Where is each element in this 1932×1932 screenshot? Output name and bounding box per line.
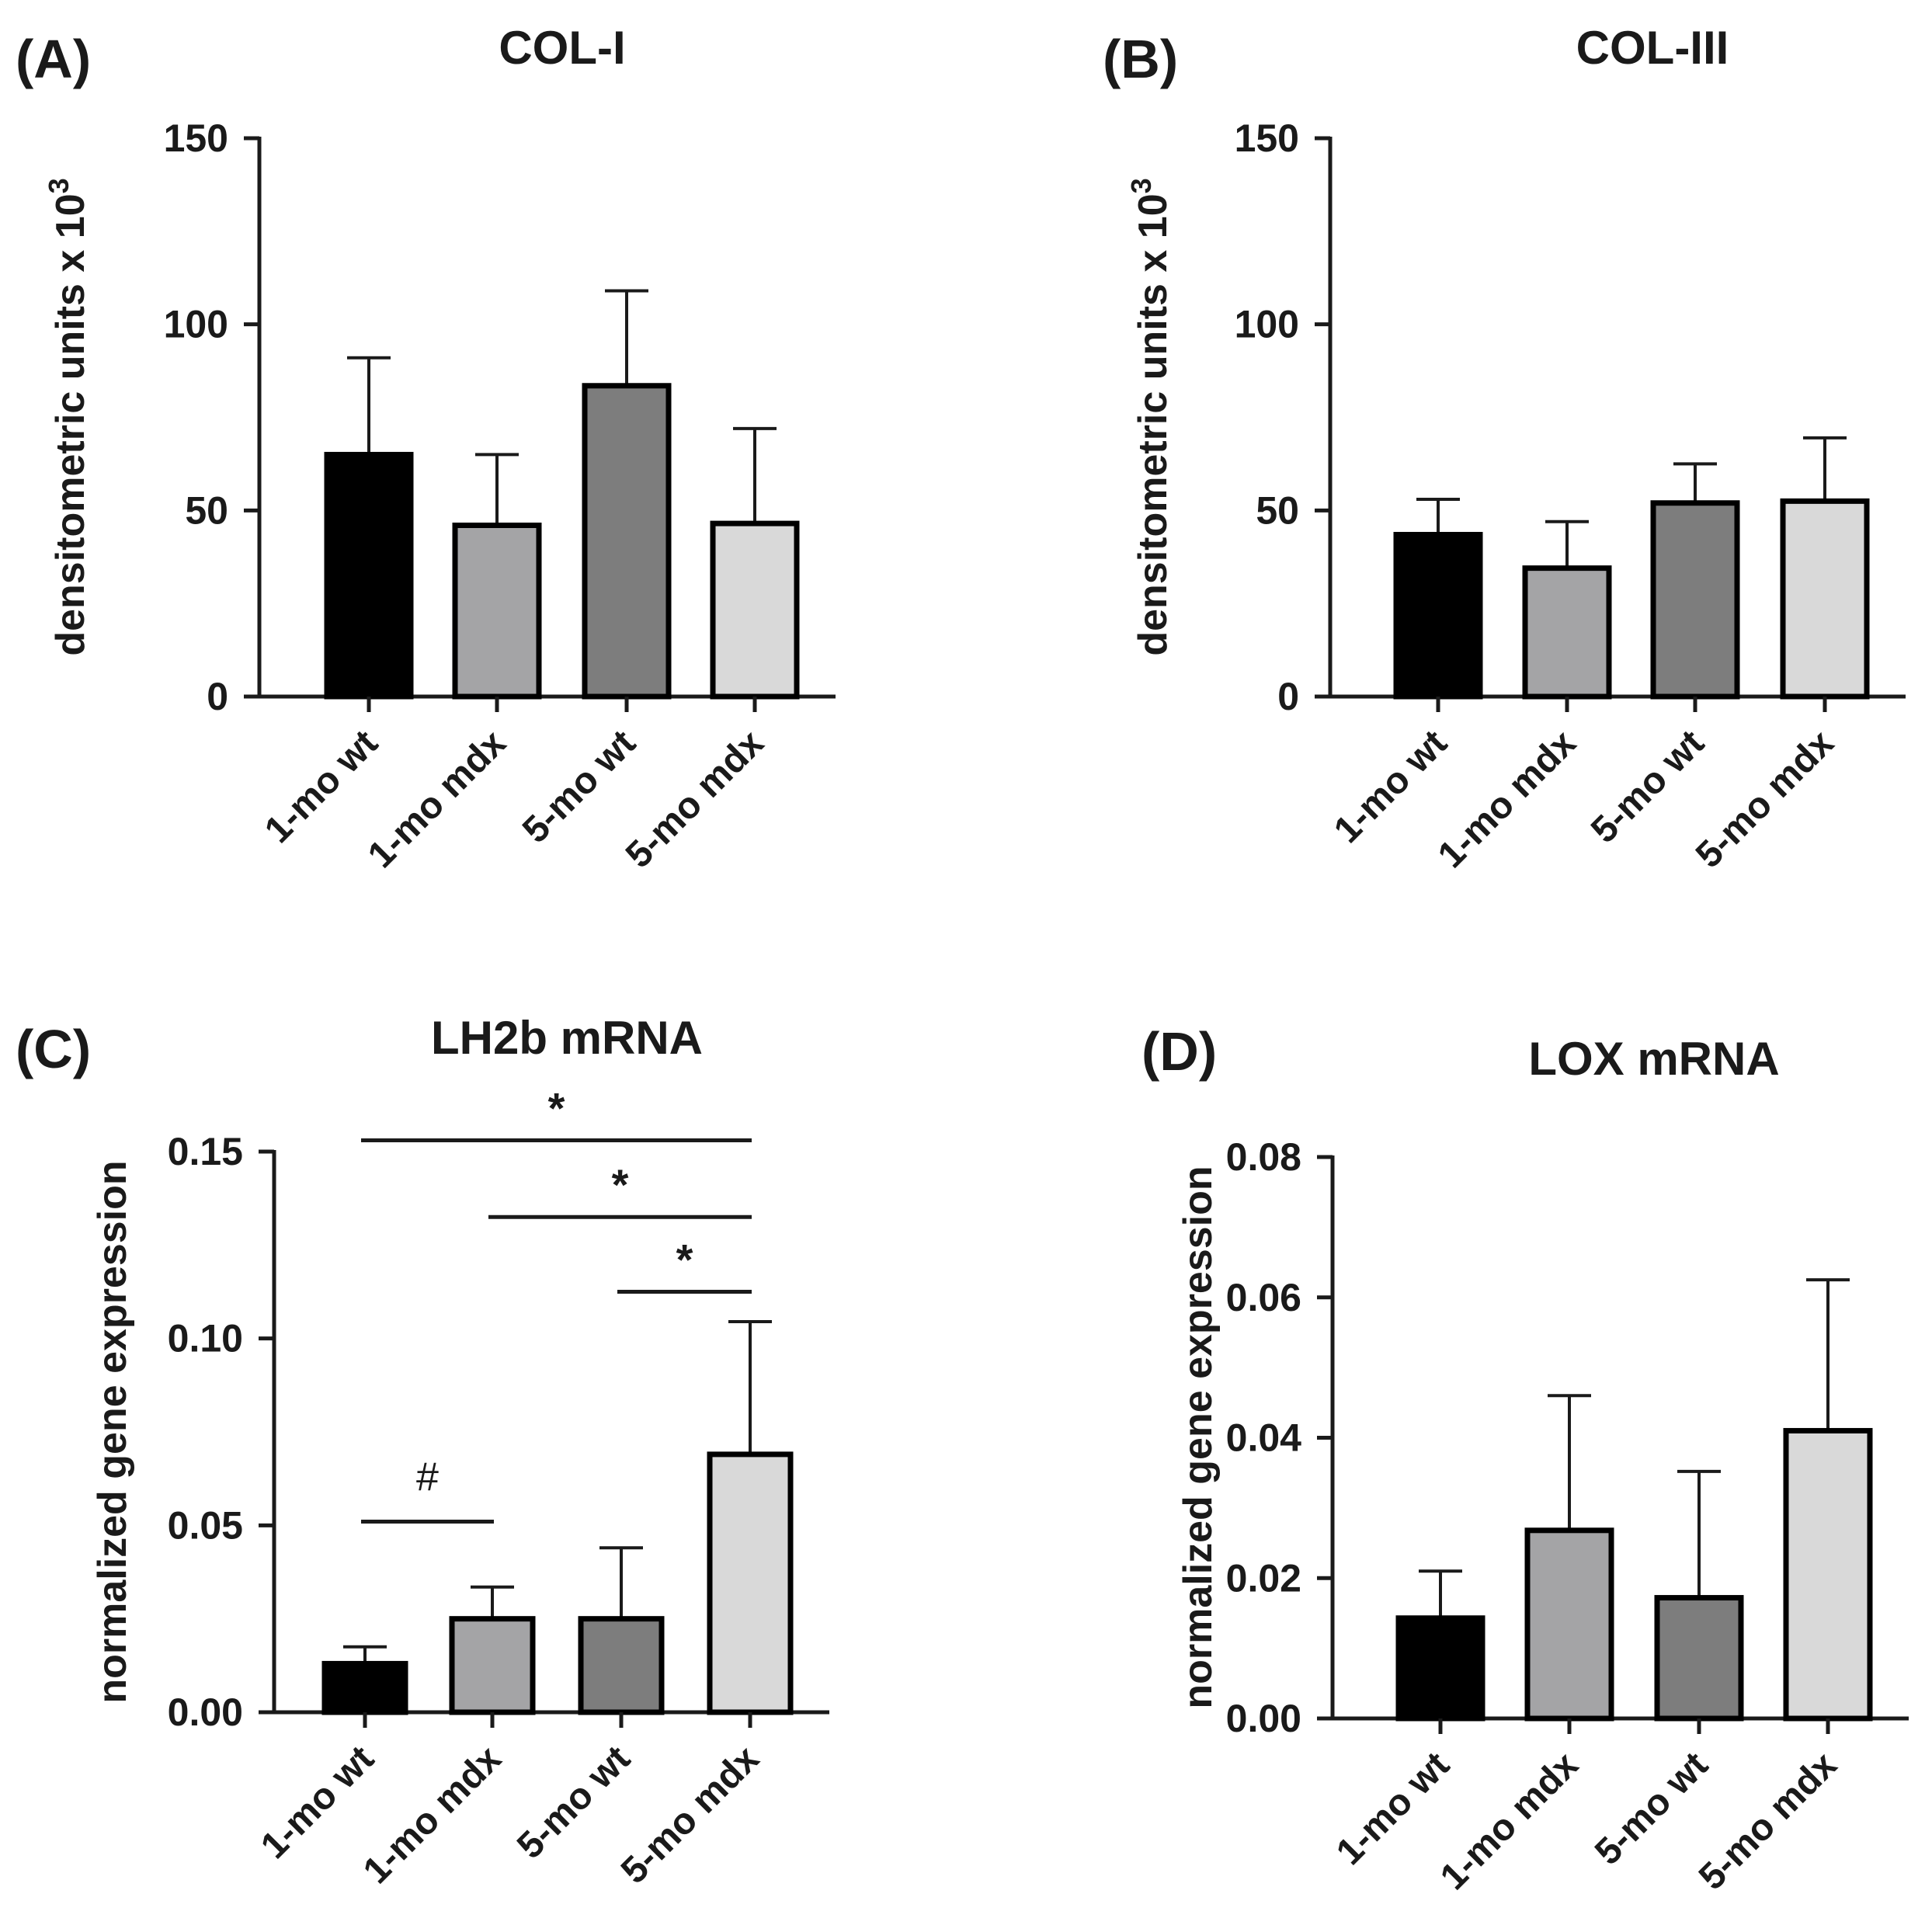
- bar: [449, 1616, 536, 1715]
- y-tick-label: 0: [207, 675, 228, 718]
- y-axis-title-text: normalized gene expression: [90, 1160, 135, 1703]
- x-category-label: 1-mo wt: [253, 1738, 382, 1867]
- x-category-label: 5-mo wt: [509, 1738, 638, 1867]
- bar: [1395, 1615, 1485, 1722]
- panel-3: (D) LOX mRNA normalized gene expression0.0…: [1141, 1021, 1909, 1898]
- bar: [710, 520, 800, 700]
- bar: [578, 1616, 665, 1715]
- y-axis-title: normalized gene expression: [90, 1160, 135, 1703]
- chart-title: LH2b mRNA: [431, 1012, 703, 1064]
- x-category-label: 1-mo mdx: [1430, 722, 1584, 876]
- bar: [1783, 1427, 1873, 1722]
- y-axis-title: densitometric units x 103: [1125, 178, 1176, 655]
- x-category-label: 5-mo wt: [515, 722, 644, 851]
- panel-2: (C) LH2b mRNA normalized gene expression 0.…: [16, 1012, 829, 1892]
- bar: [1522, 565, 1612, 700]
- bar: [582, 383, 672, 700]
- panel-1: (B) COL-III densitometric units x 103 0 50 10…: [1103, 22, 1906, 876]
- chart-title: COL-III: [1576, 22, 1729, 74]
- x-category-label: 1-mo wt: [257, 722, 386, 851]
- y-tick-label: 150: [164, 116, 228, 160]
- significance-label: *: [612, 1160, 629, 1209]
- y-tick-label: 100: [1235, 303, 1299, 346]
- x-category-label: 5-mo mdx: [1688, 722, 1842, 876]
- x-category-label: 1-mo mdx: [1433, 1744, 1586, 1898]
- y-tick-label: 0.06: [1226, 1276, 1301, 1319]
- y-tick-label: 50: [185, 488, 228, 532]
- y-tick-label: 0.08: [1226, 1135, 1301, 1179]
- chart-title: COL-I: [499, 22, 625, 74]
- y-tick-label: 0.04: [1226, 1416, 1302, 1460]
- y-axis-title: normalized gene expression: [1176, 1166, 1221, 1708]
- bar: [1524, 1527, 1614, 1722]
- bar: [1650, 500, 1740, 700]
- y-tick-label: 0.02: [1226, 1556, 1301, 1600]
- y-axis-title-text: densitometric units x 10: [48, 193, 93, 655]
- y-tick-label: 100: [164, 303, 228, 346]
- x-category-label: 5-mo wt: [1583, 722, 1712, 851]
- panel-letter: (C): [16, 1019, 91, 1079]
- bar: [321, 1660, 408, 1715]
- bar: [1393, 531, 1483, 700]
- x-category-label: 1-mo mdx: [360, 722, 514, 876]
- y-axis-title-superscript: 3: [1125, 178, 1157, 193]
- bar: [452, 523, 542, 700]
- panel-letter: (A): [16, 29, 91, 89]
- y-axis-title: densitometric units x 103: [43, 178, 93, 655]
- x-category-label: 1-mo wt: [1326, 722, 1455, 851]
- bar: [707, 1451, 794, 1715]
- significance-label: #: [416, 1455, 439, 1500]
- y-tick-label: 0.00: [1226, 1697, 1301, 1740]
- y-tick-label: 0.10: [168, 1317, 243, 1360]
- x-category-label: 1-mo mdx: [356, 1738, 509, 1892]
- y-tick-label: 0: [1277, 675, 1299, 718]
- significance-label: *: [548, 1084, 565, 1133]
- y-tick-label: 0.05: [168, 1503, 243, 1547]
- y-tick-label: 0.15: [168, 1130, 243, 1173]
- y-tick-label: 50: [1256, 488, 1299, 532]
- x-category-label: 5-mo mdx: [1691, 1744, 1845, 1898]
- y-tick-label: 150: [1235, 116, 1299, 160]
- y-axis-title-superscript: 3: [43, 178, 75, 193]
- x-category-label: 5-mo mdx: [618, 722, 772, 876]
- y-axis-title-text: densitometric units x 10: [1131, 193, 1176, 655]
- significance-label: *: [676, 1235, 693, 1284]
- panel-0: (A) COL-I densitometric units x 103 0 50 100 1…: [16, 22, 836, 876]
- x-category-label: 1-mo wt: [1329, 1744, 1458, 1873]
- y-tick-label: 0.00: [168, 1690, 243, 1734]
- chart-title: LOX mRNA: [1528, 1033, 1779, 1085]
- x-category-label: 5-mo mdx: [613, 1738, 767, 1892]
- bar: [1780, 498, 1870, 700]
- x-category-label: 5-mo wt: [1587, 1744, 1716, 1873]
- y-axis-title-text: normalized gene expression: [1176, 1166, 1221, 1708]
- panel-letter: (D): [1141, 1021, 1217, 1082]
- panel-letter: (B): [1103, 29, 1178, 89]
- bar: [1654, 1595, 1744, 1722]
- bar: [324, 451, 414, 700]
